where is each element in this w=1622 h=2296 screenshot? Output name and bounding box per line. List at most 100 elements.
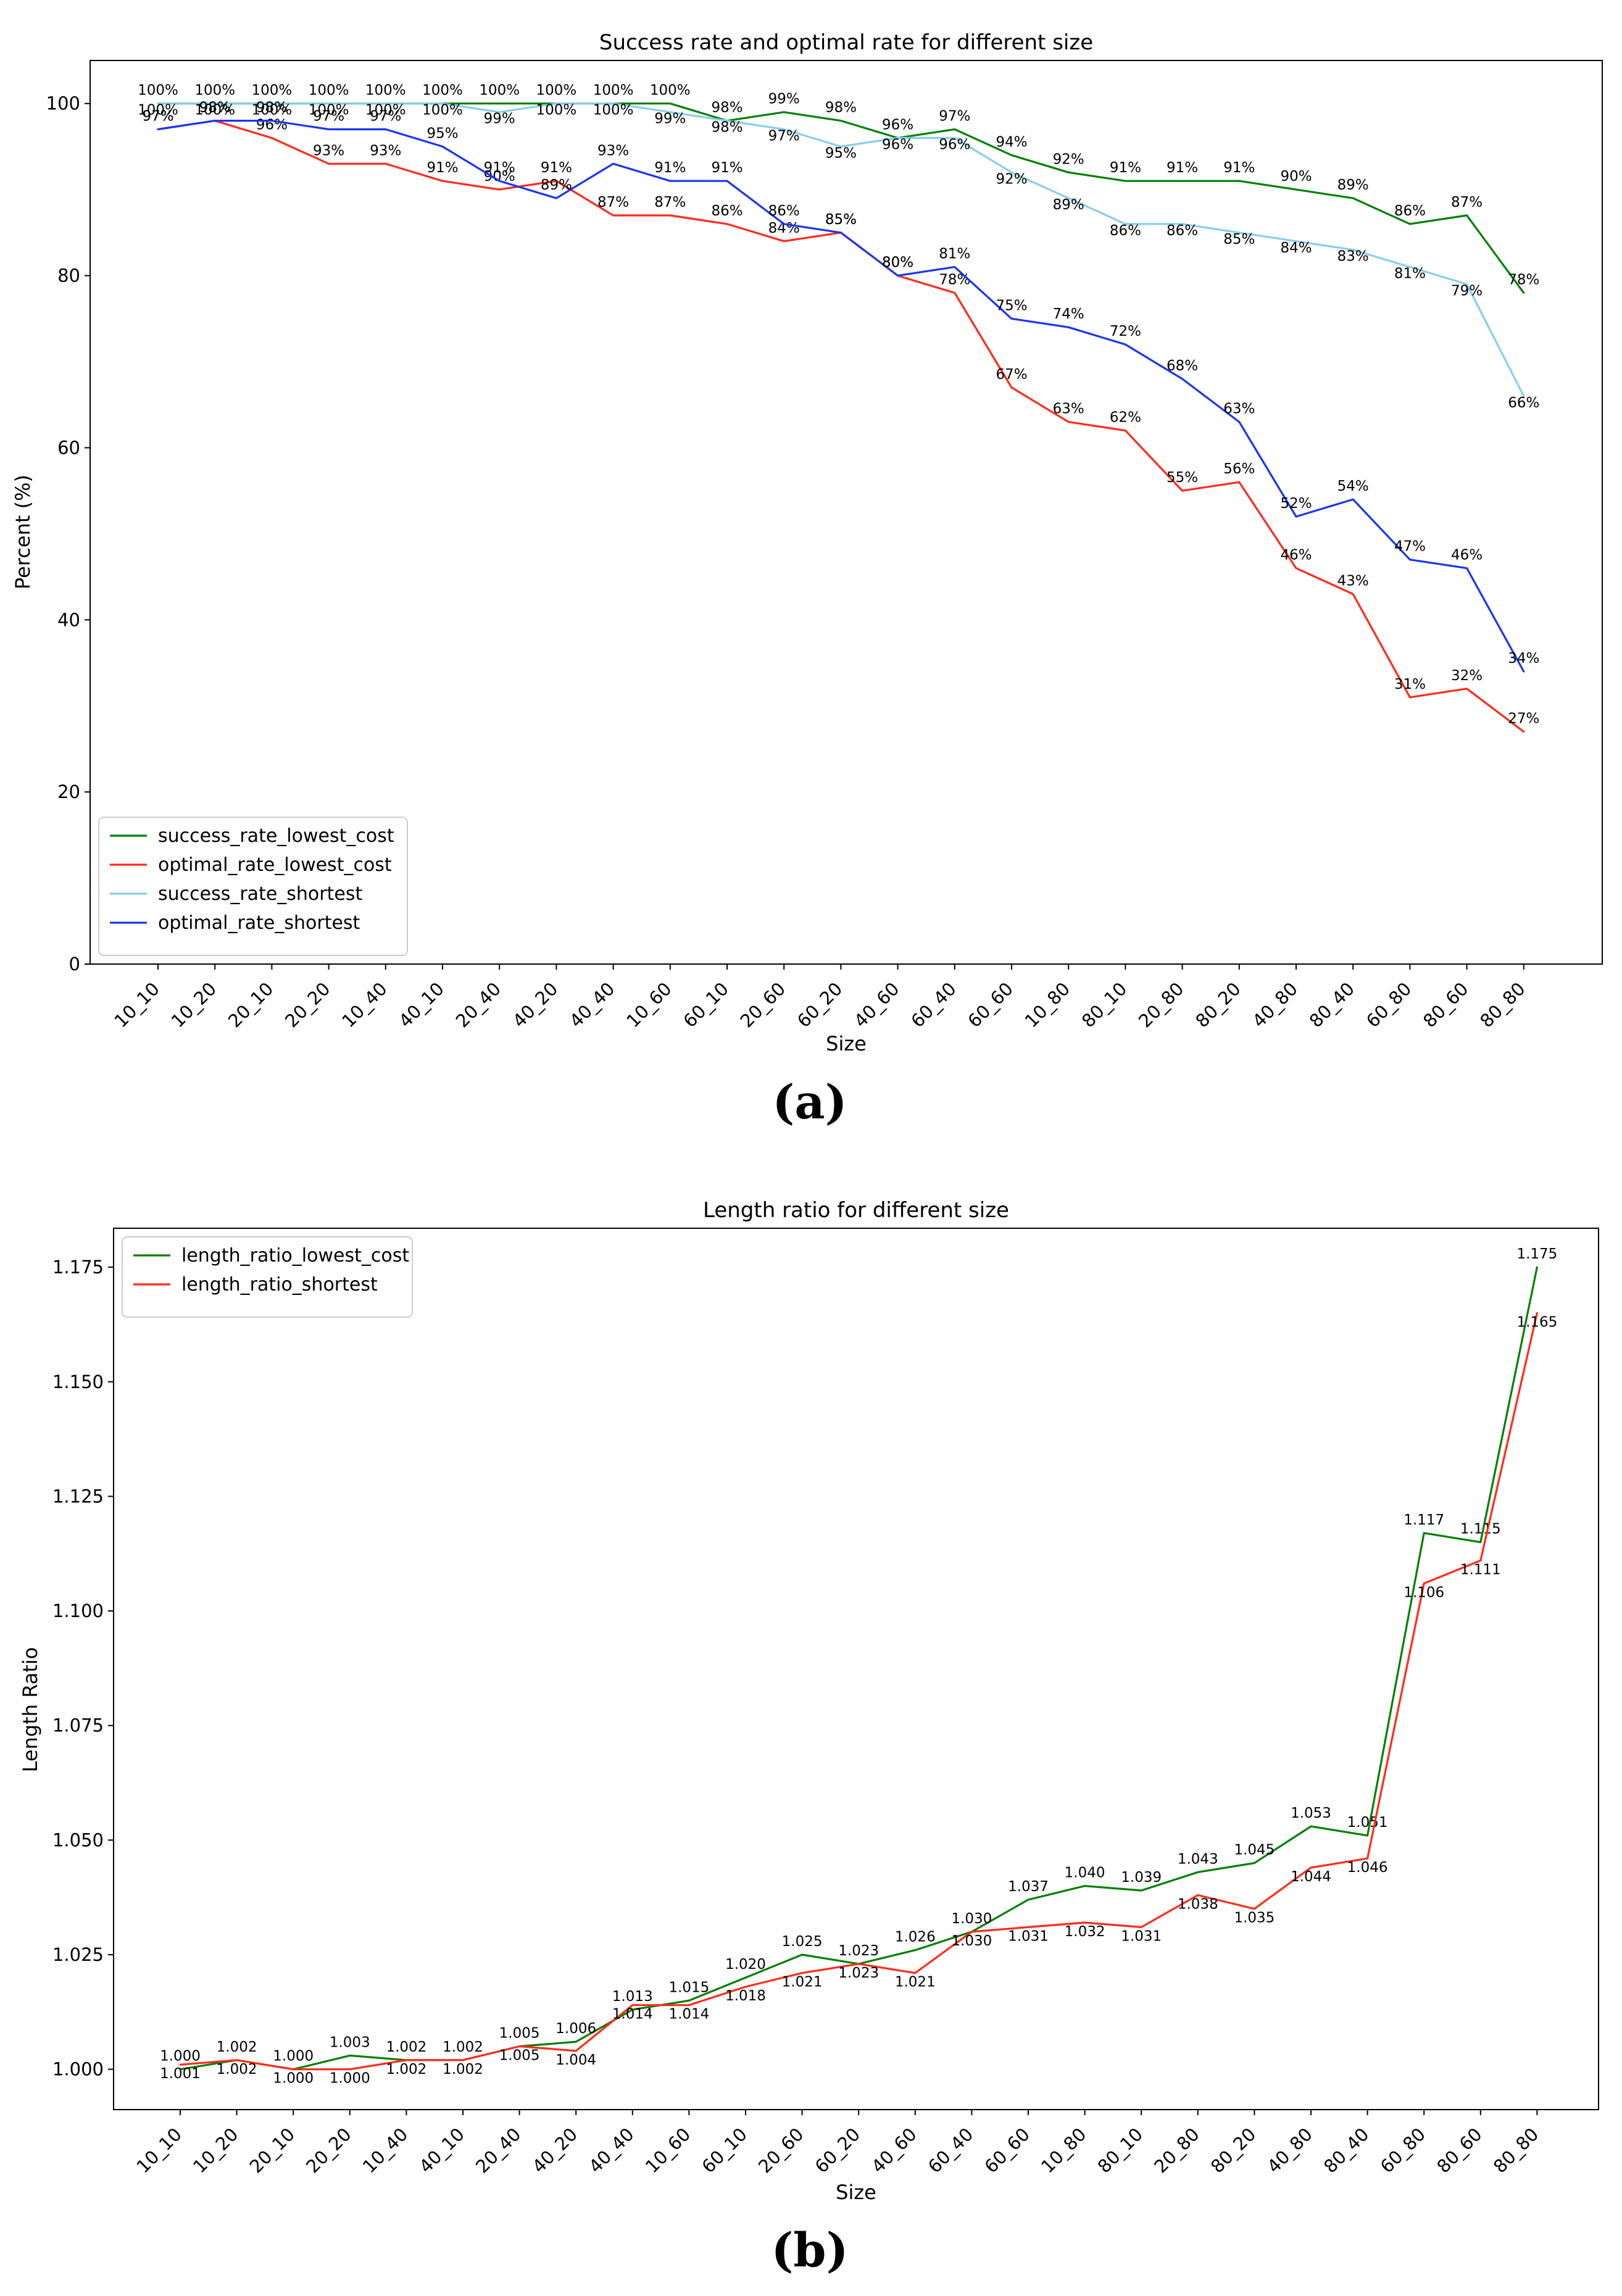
- chart-a-point: [441, 145, 444, 148]
- chart-b-y-axis-label: Length Ratio: [19, 1647, 42, 1773]
- chart-a-data-label: 46%: [1451, 547, 1483, 564]
- chart-b-data-label: 1.021: [782, 1974, 823, 1990]
- chart-a-point: [669, 102, 672, 105]
- chart-b-point: [801, 1972, 804, 1974]
- chart-a-data-label: 100%: [536, 102, 577, 119]
- chart-a-data-label: 90%: [1280, 168, 1312, 185]
- chart-a-point: [1295, 188, 1297, 191]
- chart-a-data-label: 100%: [536, 83, 577, 99]
- panel-label-a: (a): [772, 1075, 847, 1129]
- chart-b-point: [688, 1999, 690, 2002]
- chart-b-data-label: 1.006: [555, 2021, 596, 2037]
- chart-a-y-tick-label: 60: [57, 437, 80, 458]
- chart-a-data-label: 74%: [1053, 306, 1084, 322]
- chart-a-point: [498, 111, 501, 114]
- chart-a-data-label: 100%: [422, 102, 463, 119]
- chart-a-data-label: 100%: [365, 83, 406, 99]
- chart-b-y-tick-label: 1.050: [52, 1829, 104, 1850]
- chart-a-data-label: 91%: [654, 160, 686, 176]
- chart-b-point: [1366, 1834, 1369, 1837]
- chart-a-data-label: 97%: [768, 128, 800, 144]
- chart-a-data-label: 86%: [1394, 203, 1426, 219]
- chart-a-point: [954, 136, 956, 139]
- chart-a-data-label: 93%: [313, 143, 344, 159]
- chart-a-data-label: 96%: [882, 136, 913, 152]
- chart-a-legend-entry: optimal_rate_lowest_cost: [158, 854, 392, 876]
- chart-b-data-label: 1.023: [838, 1943, 879, 1959]
- chart-a-data-label: 55%: [1167, 470, 1198, 486]
- chart-b-series-length_ratio_shortest: 1.001 1.002 1.000 1.000 1.002 1.002 1.005 1.004…: [160, 1312, 1557, 2087]
- chart-a-point: [783, 111, 785, 114]
- chart-b-point: [1423, 1532, 1425, 1534]
- chart-a-point: [1523, 395, 1525, 397]
- chart-a-point: [1181, 378, 1184, 380]
- chart-b-point: [914, 1949, 917, 1952]
- chart-a-legend-entry: optimal_rate_shortest: [158, 912, 360, 934]
- chart-b-data-label: 1.002: [386, 2039, 426, 2055]
- chart-a-point: [954, 128, 956, 131]
- chart-b-title: Length ratio for different size: [703, 1198, 1009, 1223]
- chart-a-data-label: 100%: [365, 102, 406, 119]
- chart-a-data-label: 100%: [593, 102, 634, 119]
- chart-b-data-label: 1.005: [499, 2048, 540, 2064]
- chart-b-data-label: 1.045: [1234, 1842, 1275, 1858]
- chart-a-data-label: 100%: [593, 83, 634, 99]
- chart-b-data-label: 1.031: [1008, 1928, 1049, 1944]
- chart-a-point: [328, 162, 330, 165]
- chart-a-point: [441, 102, 444, 105]
- chart-a-data-label: 100%: [138, 102, 178, 119]
- chart-a-data-label: 92%: [996, 171, 1027, 187]
- chart-a-data-label: 89%: [1337, 177, 1369, 193]
- chart-a-point: [612, 102, 615, 105]
- chart-a-data-label: 56%: [1223, 461, 1255, 477]
- chart-b-data-label: 1.005: [499, 2026, 540, 2042]
- chart-b-data-label: 1.014: [668, 2007, 709, 2023]
- chart-b-point: [744, 1976, 747, 1979]
- chart-a-point: [1295, 515, 1297, 518]
- chart-a-data-label: 98%: [199, 100, 231, 116]
- chart-a-point: [441, 180, 444, 182]
- chart-a-data-label: 85%: [825, 212, 857, 228]
- chart-a-y-tick-label: 80: [57, 265, 80, 286]
- chart-b-data-label: 1.040: [1065, 1865, 1105, 1881]
- chart-a-point: [1238, 481, 1241, 483]
- chart-b-point: [349, 2054, 351, 2057]
- chart-a-data-label: 87%: [654, 194, 686, 210]
- chart-a-data-label: 84%: [768, 220, 800, 236]
- chart-a-point: [1466, 688, 1468, 690]
- chart-b-point: [1479, 1541, 1482, 1544]
- chart-b-data-label: 1.002: [443, 2061, 483, 2078]
- chart-a-point: [385, 128, 387, 131]
- chart-a-data-label: 31%: [1394, 676, 1426, 693]
- chart-a-data-label: 47%: [1394, 539, 1426, 555]
- chart-a-frame: [89, 60, 1603, 965]
- chart-a-point: [555, 180, 557, 182]
- chart-a-point: [783, 223, 785, 225]
- chart-a-series-optimal_rate_shortest: 97%98% 98%97% 97%95%91%89%93%91% 91%86%85%8…: [142, 100, 1539, 673]
- chart-a-y-tick-label: 0: [69, 954, 80, 975]
- chart-a-y-tick-label: 20: [57, 781, 80, 802]
- chart-b-data-label: 1.026: [895, 1929, 936, 1945]
- chart-a-data-label: 98%: [711, 100, 742, 116]
- chart-a-data-label: 95%: [825, 145, 857, 161]
- chart-b-data-label: 1.020: [725, 1957, 766, 1973]
- chart-a-data-label: 86%: [1110, 223, 1141, 239]
- chart-a-data-label: 99%: [484, 111, 515, 127]
- chart-a-data-label: 46%: [1280, 547, 1312, 564]
- chart-a-point: [726, 223, 728, 225]
- chart-a-point: [1295, 567, 1297, 570]
- chart-a-point: [1466, 567, 1468, 570]
- chart-a-data-label: 63%: [1053, 401, 1084, 417]
- chart-a-data-label: 43%: [1337, 573, 1369, 589]
- chart-a-data-label: 54%: [1337, 478, 1369, 494]
- chart-a-point: [1010, 317, 1013, 320]
- chart-b-data-label: 1.031: [1121, 1928, 1162, 1944]
- chart-b-data-label: 1.044: [1291, 1869, 1331, 1885]
- chart-a-data-label: 93%: [597, 143, 629, 159]
- chart-b-point: [1140, 1889, 1142, 1892]
- chart-a-point: [1067, 171, 1070, 173]
- chart-a-data-label: 100%: [252, 102, 293, 119]
- chart-a-data-label: 99%: [768, 91, 800, 107]
- chart-a-data-label: 100%: [479, 83, 520, 99]
